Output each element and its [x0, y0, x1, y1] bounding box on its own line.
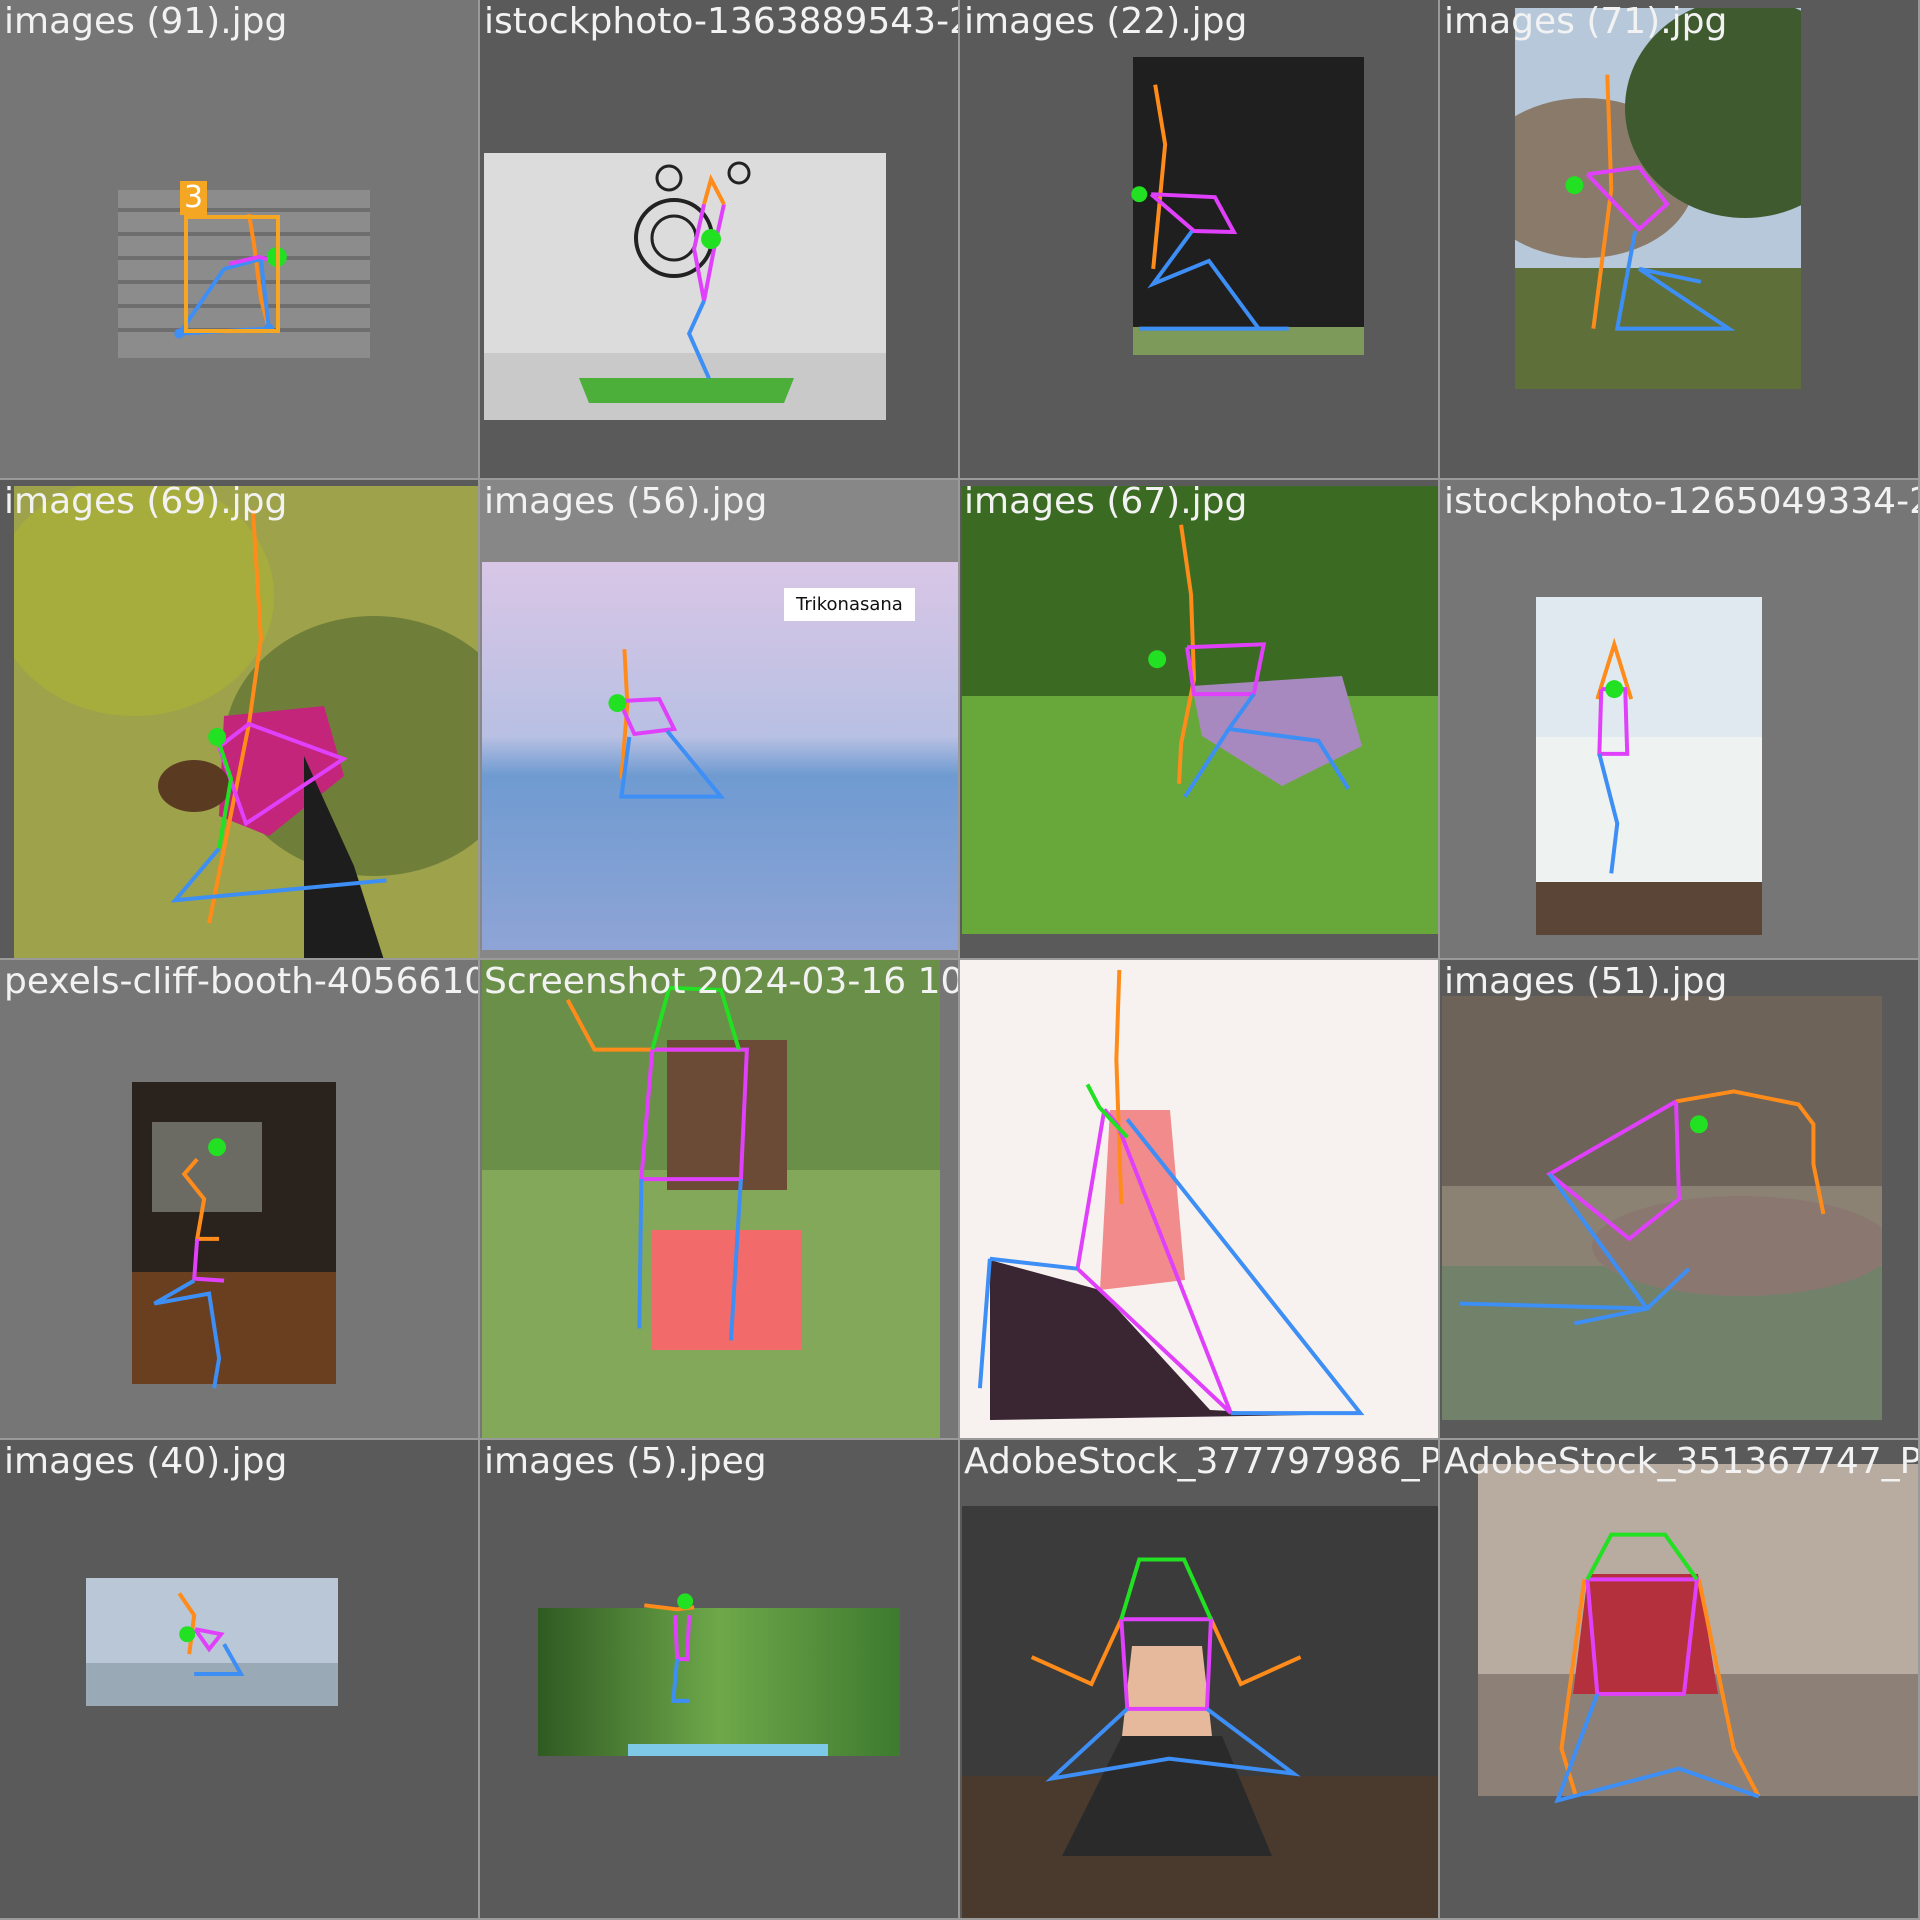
photo-thumbnail — [1478, 1464, 1918, 1796]
tile-3[interactable]: images (71).jpg 3 — [1440, 0, 1920, 480]
studio-photo — [484, 153, 886, 420]
tile-9[interactable]: Screenshot 2024-03-16 104144.png 1 — [480, 960, 960, 1440]
tile-7[interactable]: istockphoto-1265049334-20 4 — [1440, 480, 1920, 960]
tile-filename: images (71).jpg — [1444, 1, 1728, 42]
tile-filename: images (91).jpg — [4, 1, 288, 42]
tile-filename: images (40).jpg — [4, 1441, 288, 1482]
dark-studio-photo — [1133, 57, 1364, 355]
photo-thumbnail — [1536, 597, 1762, 935]
tile-filename: istockphoto-1265049334-20 — [1444, 481, 1920, 522]
tile-filename: images (51).jpg — [1444, 961, 1728, 1002]
class-label: 3 — [180, 181, 208, 215]
tile-filename: pexels-cliff-booth-4056610.jpg — [4, 961, 480, 1002]
tile-5[interactable]: images (56).jpg Trikonasana 3 — [480, 480, 960, 960]
photo-thumbnail — [1515, 8, 1801, 389]
tile-filename: images (67).jpg — [964, 481, 1248, 522]
photo-thumbnail — [482, 960, 940, 1438]
white-studio-photo — [960, 960, 1438, 1438]
tile-0[interactable]: images (91).jpg 3 — [0, 0, 480, 480]
tile-14[interactable]: AdobeStock_377797986_Preview.jpeg 2 — [960, 1440, 1440, 1920]
photo-thumbnail — [960, 960, 1438, 1438]
photo-thumbnail — [1442, 996, 1882, 1420]
bedroom-photo — [1478, 1464, 1918, 1796]
photo-thumbnail — [1133, 57, 1364, 355]
tile-12[interactable]: images (40).jpg 3 — [0, 1440, 480, 1920]
tile-filename: AdobeStock_377797986_Preview.jpeg — [964, 1441, 1440, 1482]
bounding-box — [184, 215, 280, 333]
tile-10[interactable]: 0 — [960, 960, 1440, 1440]
tile-filename: istockphoto-1363889543-2048x2048.jpg — [484, 1, 958, 42]
autumn-photo — [14, 486, 478, 958]
courtyard-photo — [1442, 996, 1882, 1420]
image-caption: Trikonasana — [784, 588, 915, 621]
tile-4[interactable]: images (69).jpg 3 — [0, 480, 480, 960]
photo-thumbnail — [132, 1082, 336, 1384]
tile-filename: AdobeStock_351367747_Pr — [1444, 1441, 1920, 1482]
tile-11[interactable]: images (51).jpg 3 — [1440, 960, 1920, 1440]
tile-8[interactable]: pexels-cliff-booth-4056610.jpg 4 — [0, 960, 480, 1440]
green-bokeh-photo — [538, 1608, 900, 1756]
photo-thumbnail — [86, 1578, 338, 1706]
tile-1[interactable]: istockphoto-1363889543-2048x2048.jpg 4 — [480, 0, 960, 480]
photo-thumbnail — [14, 486, 478, 958]
indoor-photo — [132, 1082, 336, 1384]
photo-thumbnail — [484, 153, 886, 420]
tile-13[interactable]: images (5).jpeg 1 — [480, 1440, 960, 1920]
park-photo — [1515, 8, 1801, 389]
lawn-photo — [962, 486, 1438, 934]
tile-6[interactable]: images (67).jpg 3 — [960, 480, 1440, 960]
tile-filename: Screenshot 2024-03-16 104144.png — [484, 961, 960, 1002]
tile-2[interactable]: images (22).jpg 3 — [960, 0, 1440, 480]
lake-photo — [1536, 597, 1762, 935]
garden-photo — [482, 960, 940, 1438]
tile-filename: images (56).jpg — [484, 481, 768, 522]
photo-thumbnail — [962, 1506, 1438, 1918]
photo-thumbnail — [962, 486, 1438, 934]
tile-filename: images (69).jpg — [4, 481, 288, 522]
tile-15[interactable]: AdobeStock_351367747_Pr 2 — [1440, 1440, 1920, 1920]
photo-thumbnail — [538, 1608, 900, 1756]
dark-room-photo — [962, 1506, 1438, 1918]
seashore-photo — [86, 1578, 338, 1706]
tile-filename: images (22).jpg — [964, 1, 1248, 42]
tile-filename: images (5).jpeg — [484, 1441, 767, 1482]
